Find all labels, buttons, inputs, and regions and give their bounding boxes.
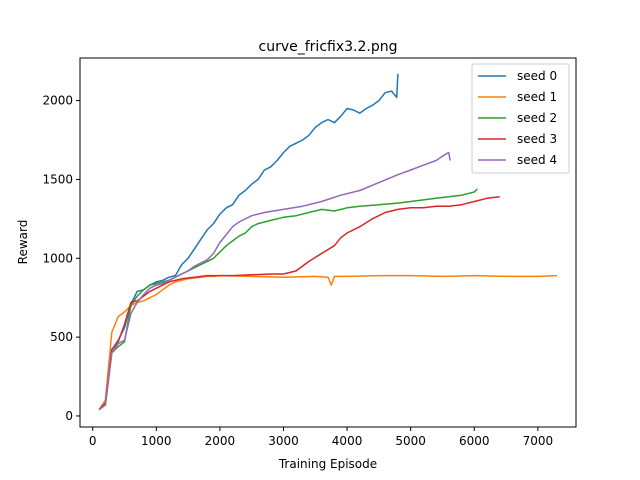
y-tick-label: 0 (65, 409, 73, 423)
y-tick-label: 1500 (42, 172, 73, 186)
x-tick-label: 5000 (395, 434, 426, 448)
legend-label: seed 0 (517, 69, 557, 83)
y-tick-label: 1000 (42, 251, 73, 265)
series-line-2 (98, 274, 557, 411)
chart-title: curve_fricfix3.2.png (259, 39, 398, 55)
y-axis-ticks: 0 500 1000 1500 2000 (42, 94, 80, 423)
x-tick-label: 7000 (523, 434, 554, 448)
series-layer (98, 73, 557, 411)
y-axis-label: Reward (16, 220, 30, 265)
x-tick-label: 2000 (205, 434, 236, 448)
series-line-5 (98, 151, 451, 411)
legend-entries: seed 0 seed 1 seed 2 seed 3 seed 4 (478, 69, 557, 167)
legend-label: seed 1 (517, 90, 557, 104)
legend-label: seed 2 (517, 111, 557, 125)
legend-box (471, 63, 570, 174)
legend-label: seed 3 (517, 132, 557, 146)
y-tick-label: 500 (50, 330, 73, 344)
y-tick-label: 2000 (42, 94, 73, 108)
x-tick-label: 0 (89, 434, 97, 448)
x-tick-label: 3000 (268, 434, 299, 448)
x-axis-label: Training Episode (278, 457, 377, 471)
x-axis-ticks: 0 1000 2000 3000 4000 5000 6000 7000 (89, 427, 553, 448)
x-tick-label: 4000 (332, 434, 363, 448)
axes-spines (79, 57, 577, 428)
legend-label: seed 4 (517, 153, 557, 167)
series-line-3 (98, 188, 478, 411)
x-tick-label: 1000 (141, 434, 172, 448)
x-tick-label: 6000 (459, 434, 490, 448)
legend: seed 0 seed 1 seed 2 seed 3 seed 4 (471, 63, 570, 174)
